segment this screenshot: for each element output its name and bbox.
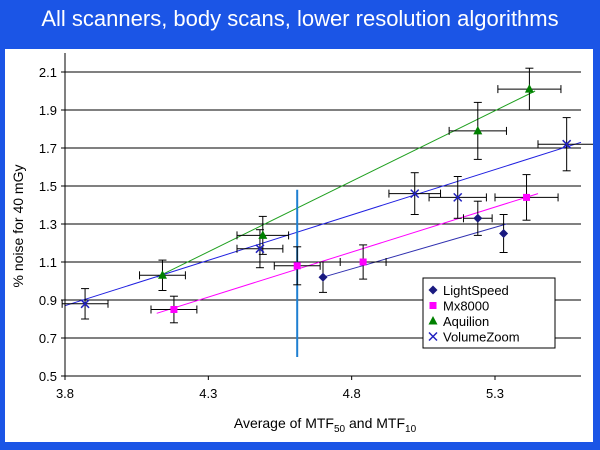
y-tick-label: 0.7 <box>39 331 57 346</box>
data-point <box>157 270 167 279</box>
x-tick-label: 5.3 <box>486 386 504 401</box>
data-point <box>80 299 90 309</box>
trend-line <box>156 193 539 314</box>
legend-label: Aquilion <box>443 314 489 329</box>
data-point <box>473 125 483 135</box>
x-axis-label: Average of MTF50 and MTF10 <box>234 415 417 435</box>
data-point <box>428 285 438 295</box>
data-point-stroke <box>255 244 265 254</box>
data-point <box>255 244 265 254</box>
data-point-stroke <box>562 139 572 149</box>
data-point <box>523 193 531 201</box>
trend-lines <box>64 90 582 314</box>
data-point-stroke <box>453 192 463 202</box>
data-point <box>428 331 438 342</box>
trend-line <box>64 141 582 307</box>
error-bars <box>61 67 596 324</box>
data-point-stroke <box>428 331 438 342</box>
legend-label: LightSpeed <box>443 283 509 298</box>
legend-item: Mx8000 <box>429 299 489 314</box>
x-tick-label: 3.8 <box>56 386 74 401</box>
data-point-stroke <box>410 189 420 199</box>
x-tick-label: 4.3 <box>199 386 217 401</box>
y-tick-label: 1.3 <box>39 217 57 232</box>
legend-label: VolumeZoom <box>443 330 520 345</box>
axes <box>61 53 581 380</box>
legend-label: Mx8000 <box>443 299 489 314</box>
y-tick-label: 1.1 <box>39 255 57 270</box>
trend-line <box>322 223 507 278</box>
slide-title: All scanners, body scans, lower resoluti… <box>41 6 559 31</box>
data-point <box>170 306 178 313</box>
data-point <box>428 316 438 325</box>
tick-labels: 0.5 0.7 0.9 1.1 1.3 1.5 1.7 1.9 2.1 3.8 4.3 4.8 5.3 <box>39 65 504 401</box>
y-axis-label: % noise for 40 mGy <box>10 165 26 288</box>
data-points <box>80 84 572 313</box>
y-tick-label: 1.9 <box>39 103 57 118</box>
legend-box <box>422 277 556 349</box>
data-point <box>318 272 328 282</box>
x-tick-label: 4.8 <box>343 386 361 401</box>
chart: 0.50.70.91.11.31.51.71.92.13.8 4.3 4.8 5.3 … <box>10 53 596 435</box>
chart-panel: 0.5 0.7 0.9 1.1 1.3 1.5 1.7 1.9 2.1 3.8 4.3 4.8 5.3 … <box>5 49 596 442</box>
data-point <box>410 189 420 199</box>
legend-item: Aquilion <box>428 314 489 329</box>
data-point <box>473 213 483 223</box>
y-tick-label: 1.5 <box>39 179 57 194</box>
data-point <box>499 229 509 238</box>
data-point <box>359 258 367 266</box>
trend-line <box>156 90 536 278</box>
y-tick-label: 2.1 <box>39 65 57 80</box>
data-point <box>524 84 534 93</box>
data-point <box>293 262 301 270</box>
data-point <box>429 302 437 309</box>
legend-item: VolumeZoom <box>428 330 520 345</box>
y-tick-label: 1.7 <box>39 141 57 156</box>
y-tick-label: 0.5 <box>39 369 57 384</box>
data-point <box>453 192 463 202</box>
data-point <box>562 139 572 149</box>
legend-item: LightSpeed <box>428 283 509 298</box>
y-tick-label: 0.9 <box>39 293 57 308</box>
data-point-stroke <box>80 299 90 309</box>
data-point <box>258 230 268 239</box>
